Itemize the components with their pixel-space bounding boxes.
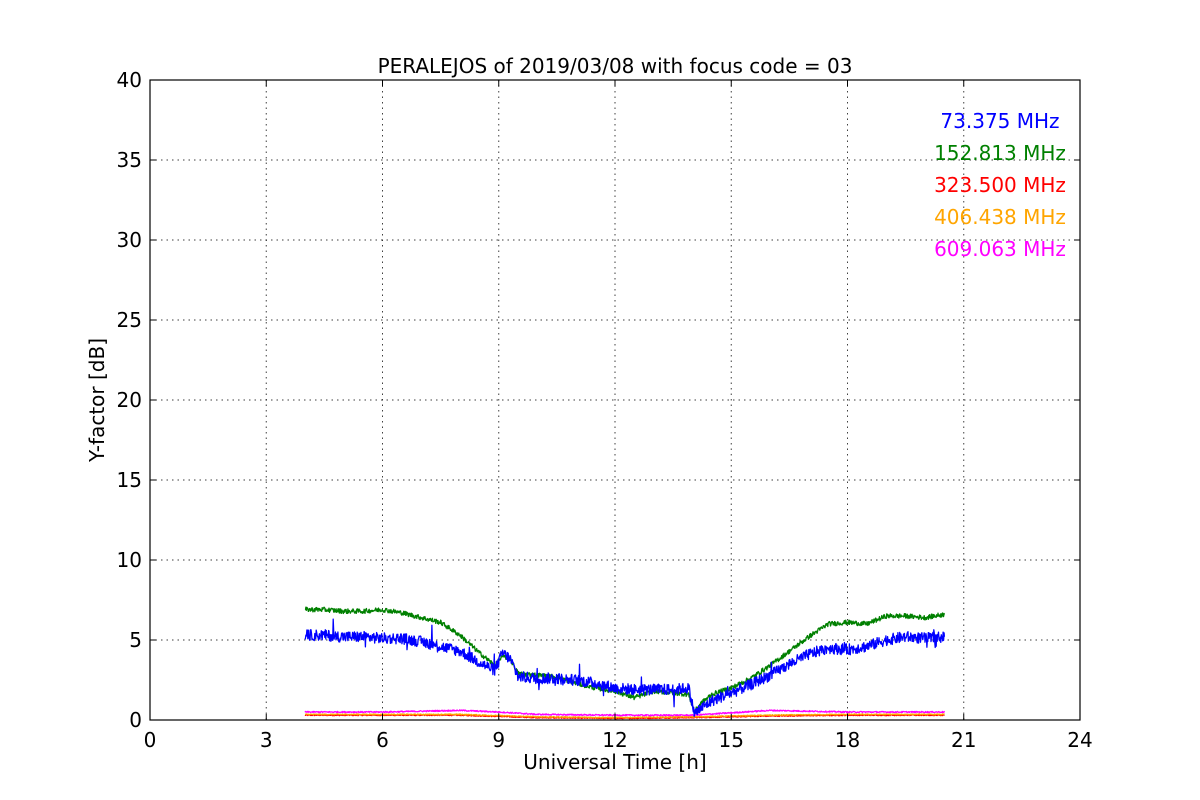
x-tick-label: 6 (376, 728, 389, 752)
legend-entry-406-438: 406.438 MHz (934, 205, 1066, 229)
x-axis-label: Universal Time [h] (523, 750, 706, 774)
legend-entry-73-375: 73.375 MHz (940, 109, 1059, 133)
legend-entry-323-500: 323.500 MHz (934, 173, 1066, 197)
series-line-323-500 (304, 714, 945, 720)
x-tick-label: 0 (144, 728, 157, 752)
series-line-73-375 (304, 618, 946, 717)
y-tick-label: 10 (117, 548, 142, 572)
y-tick-label: 25 (117, 308, 142, 332)
legend-entry-609-063: 609.063 MHz (934, 237, 1066, 261)
x-tick-label: 9 (492, 728, 505, 752)
series-line-609-063 (304, 709, 945, 717)
y-tick-label: 35 (117, 148, 142, 172)
y-axis-label: Y-factor [dB] (85, 338, 109, 463)
legend-entry-152-813: 152.813 MHz (934, 141, 1066, 165)
legend: 73.375 MHz 152.813 MHz 323.500 MHz 406.4… (934, 109, 1066, 261)
x-tick-label: 15 (719, 728, 744, 752)
series-line-152-813 (304, 606, 946, 713)
y-tick-label: 5 (129, 628, 142, 652)
y-tick-label: 20 (117, 388, 142, 412)
x-tick-label: 3 (260, 728, 273, 752)
y-tick-label: 15 (117, 468, 142, 492)
series-line-406-438 (304, 713, 945, 719)
ticks (149, 79, 1081, 721)
chart-title: PERALEJOS of 2019/03/08 with focus code … (378, 54, 853, 78)
x-tick-label: 18 (835, 728, 860, 752)
x-tick-label: 21 (951, 728, 976, 752)
x-tick-label: 24 (1067, 728, 1092, 752)
x-tick-label: 12 (602, 728, 627, 752)
y-tick-label: 40 (117, 68, 142, 92)
y-tick-label: 0 (129, 708, 142, 732)
y-tick-label: 30 (117, 228, 142, 252)
tick-labels: 0 3 6 9 12 15 18 21 24 0 5 10 15 20 25 30 35 40 (117, 68, 1093, 752)
series-layer (304, 606, 946, 720)
